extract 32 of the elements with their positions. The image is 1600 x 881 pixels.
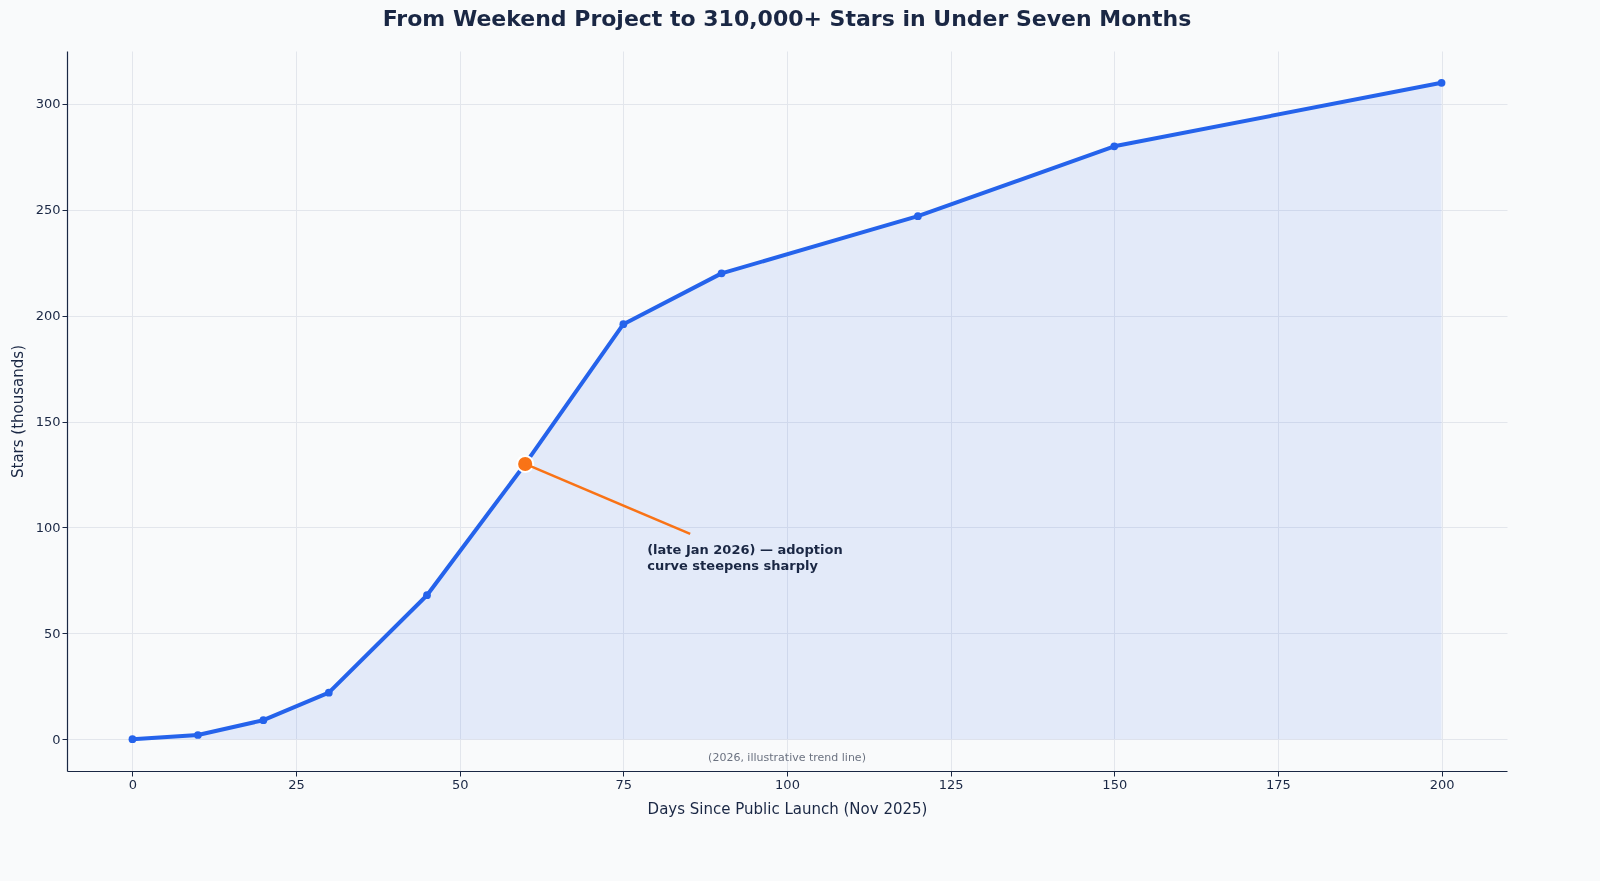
y-tick-label: 200 xyxy=(35,308,61,324)
point xyxy=(259,716,268,725)
x-tick-label: 125 xyxy=(938,776,964,792)
point xyxy=(516,454,535,473)
annotation: (late Jan 2026) — adoption curve steepens sharply xyxy=(647,541,843,573)
point xyxy=(324,688,333,697)
x-axis-title: Days Since Public Launch (Nov 2025) xyxy=(647,799,928,818)
x-tick-label: 150 xyxy=(1102,776,1128,792)
y-tick-label: 50 xyxy=(43,625,61,641)
x-tick-label: 200 xyxy=(1429,776,1455,792)
point xyxy=(128,735,137,744)
y-axis-title: Stars (thousands) xyxy=(8,345,27,478)
point xyxy=(914,212,922,221)
point xyxy=(717,269,726,278)
y-tick-label: 100 xyxy=(35,519,61,535)
y-tick-label: 250 xyxy=(35,202,61,218)
x-tick-label: 25 xyxy=(288,776,305,792)
point xyxy=(1110,142,1119,151)
chart-title: From Weekend Project to 310,000+ Stars in Under Seven Months xyxy=(382,6,1192,31)
y-tick-label: 0 xyxy=(52,731,61,747)
point xyxy=(423,591,431,600)
y-tick-label: 150 xyxy=(35,414,61,430)
x-tick-label: 100 xyxy=(775,776,800,792)
y-tick-label: 300 xyxy=(35,96,61,112)
x-tick-label: 175 xyxy=(1265,776,1291,792)
point xyxy=(1437,78,1446,87)
point xyxy=(619,320,628,329)
x-tick-label: 75 xyxy=(615,776,633,792)
point xyxy=(194,731,202,739)
x-tick-label: 0 xyxy=(128,776,138,792)
x-tick-label: 50 xyxy=(451,776,469,792)
annotation: (2026, illustrative trend line) xyxy=(708,751,866,764)
